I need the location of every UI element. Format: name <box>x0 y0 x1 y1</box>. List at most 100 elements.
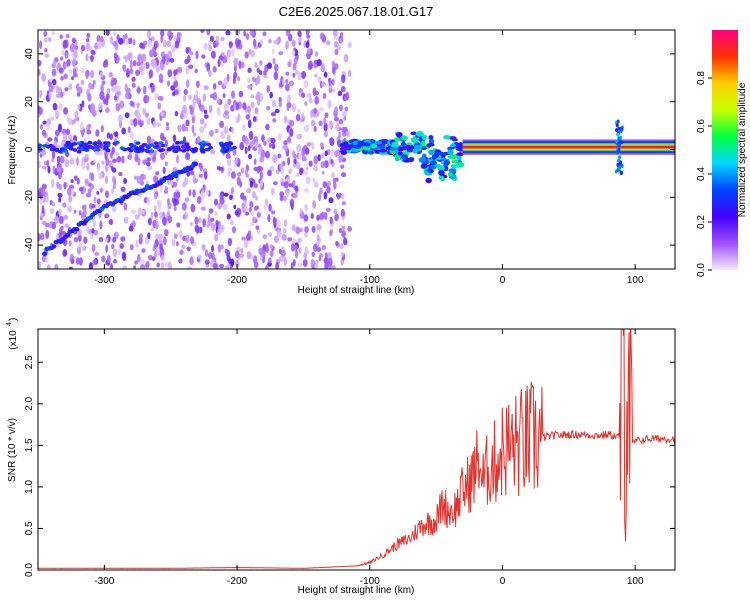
noise-cell <box>208 44 213 51</box>
tone-blob <box>429 160 437 166</box>
noise-cell <box>196 80 200 88</box>
noise-cell <box>286 94 291 103</box>
noise-cell <box>149 69 153 79</box>
noise-cell <box>160 30 165 37</box>
noise-cell <box>226 158 232 167</box>
noise-cell <box>80 79 85 86</box>
noise-cell <box>202 218 206 228</box>
noise-cell <box>68 69 73 74</box>
noise-cell <box>254 140 259 150</box>
noise-cell <box>154 220 159 230</box>
noise-cell <box>289 128 294 137</box>
noise-cell <box>340 208 345 217</box>
noise-cell <box>108 160 113 168</box>
snr-frame <box>38 329 675 570</box>
bottom-y-tick-label: 1.5 <box>24 438 35 452</box>
bottom-x-tick-label: 100 <box>627 576 644 587</box>
noise-cell <box>254 107 259 115</box>
top-y-tick-label: 40 <box>24 48 35 60</box>
noise-cell <box>262 31 267 37</box>
noise-cell <box>248 206 252 213</box>
noise-cell <box>136 61 142 67</box>
noise-cell <box>142 85 147 95</box>
noise-cell <box>273 235 279 243</box>
noise-cell <box>293 158 297 165</box>
noise-cell <box>283 181 289 189</box>
tone-blob <box>59 147 65 151</box>
noise-cell <box>78 257 83 266</box>
noise-cell <box>256 67 260 73</box>
noise-cell <box>110 36 113 45</box>
noise-cell <box>278 101 282 108</box>
noise-cell <box>63 182 67 190</box>
noise-cell <box>162 39 167 48</box>
noise-cell <box>151 59 157 69</box>
noise-cell <box>304 226 309 233</box>
noise-cell <box>292 72 296 78</box>
noise-cell <box>120 186 126 193</box>
noise-cell <box>321 81 326 87</box>
noise-cell <box>58 103 63 111</box>
noise-cell <box>303 80 309 89</box>
noise-cell <box>258 146 263 152</box>
noise-cell <box>122 64 127 73</box>
noise-cell <box>170 32 174 39</box>
noise-cell <box>60 56 63 61</box>
noise-cell <box>306 34 311 39</box>
noise-cell <box>184 58 190 65</box>
noise-cell <box>299 228 303 233</box>
noise-cell <box>292 192 298 199</box>
noise-cell <box>177 124 182 132</box>
noise-cell <box>275 262 279 269</box>
noise-cell <box>97 40 102 50</box>
noise-cell <box>42 120 47 125</box>
noise-cell <box>45 122 51 131</box>
noise-cell <box>225 114 230 120</box>
noise-cell <box>42 220 47 226</box>
noise-cell <box>305 176 311 185</box>
noise-cell <box>131 76 136 82</box>
tone-spike <box>618 165 622 170</box>
noise-cell <box>226 50 231 58</box>
noise-cell <box>148 49 154 58</box>
noise-cell <box>104 213 110 219</box>
tone-blob <box>397 151 403 156</box>
noise-cell <box>60 225 64 231</box>
noise-cell <box>294 249 299 259</box>
tone-blob <box>103 141 109 145</box>
tone-blob <box>81 144 87 148</box>
noise-cell <box>305 41 310 49</box>
noise-cell <box>293 244 298 252</box>
noise-cell <box>157 102 162 110</box>
noise-cell <box>91 50 96 56</box>
noise-cell <box>278 255 284 262</box>
noise-cell <box>113 258 117 264</box>
tone-blob <box>181 149 187 153</box>
noise-cell <box>157 95 163 101</box>
noise-cell <box>247 67 252 73</box>
noise-cell <box>267 232 273 237</box>
noise-cell <box>199 118 205 125</box>
noise-cell <box>341 126 345 133</box>
colorbar-tick-label: 0.0 <box>696 263 707 277</box>
noise-cell <box>56 155 61 164</box>
noise-cell <box>136 253 141 263</box>
tone-blob <box>72 142 78 146</box>
tone-spike <box>615 128 619 133</box>
noise-cell <box>92 219 96 228</box>
noise-cell <box>52 102 58 111</box>
noise-cell <box>87 188 92 195</box>
noise-cell <box>68 195 73 203</box>
noise-cell <box>209 93 215 99</box>
noise-cell <box>167 69 173 78</box>
colorbar: 0.0 0.2 0.4 0.6 0.8 Normalized spectral ampl… <box>696 30 748 277</box>
noise-cell <box>232 148 237 156</box>
noise-cell <box>252 76 255 82</box>
noise-cell <box>49 208 55 214</box>
noise-cell <box>247 230 252 236</box>
noise-cell <box>56 166 62 173</box>
tone-blob <box>389 147 395 152</box>
noise-cell <box>313 261 319 269</box>
noise-cell <box>333 35 339 40</box>
noise-cell <box>258 70 263 76</box>
